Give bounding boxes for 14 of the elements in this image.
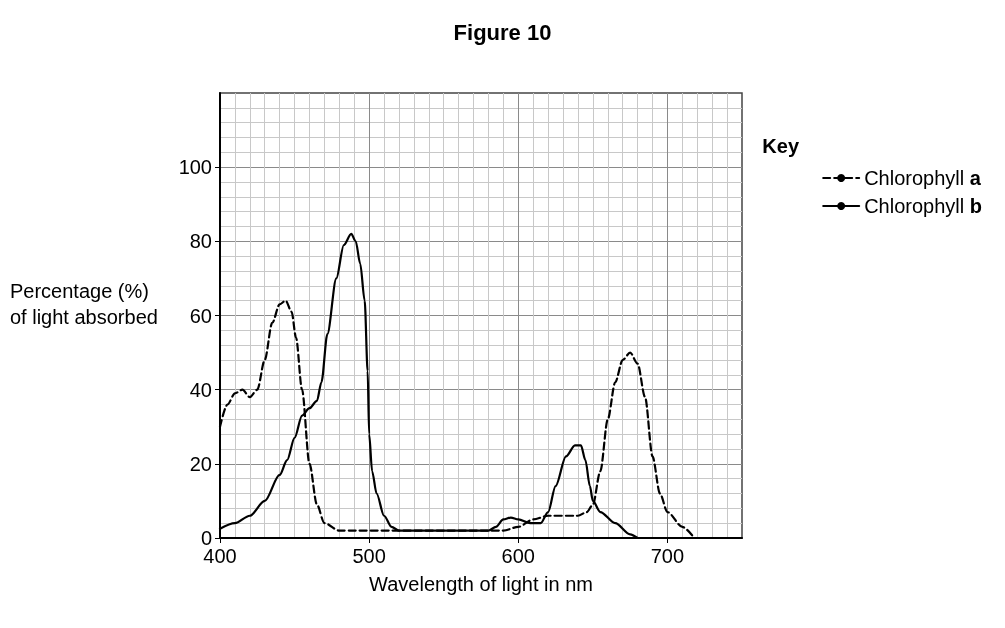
- legend-label: Chlorophyll a: [864, 167, 982, 189]
- y-tick-label: 100: [178, 156, 212, 179]
- y-tick-label: 40: [189, 378, 212, 401]
- y-tick-label: 80: [189, 230, 212, 253]
- y-tick-label: 60: [189, 304, 212, 327]
- chart-title: Figure 10: [453, 19, 552, 45]
- legend-title: Key: [762, 135, 800, 157]
- x-tick-label: 600: [501, 545, 535, 567]
- x-tick-label: 700: [650, 545, 685, 567]
- y-tick-label: 20: [189, 452, 212, 475]
- y-axis-title: Percentage (%) of light absorbed: [10, 280, 158, 328]
- x-tick-label: 500: [352, 545, 386, 567]
- x-axis-title: Wavelength of light in nm: [369, 573, 593, 595]
- legend-label: Chlorophyll b: [864, 195, 982, 217]
